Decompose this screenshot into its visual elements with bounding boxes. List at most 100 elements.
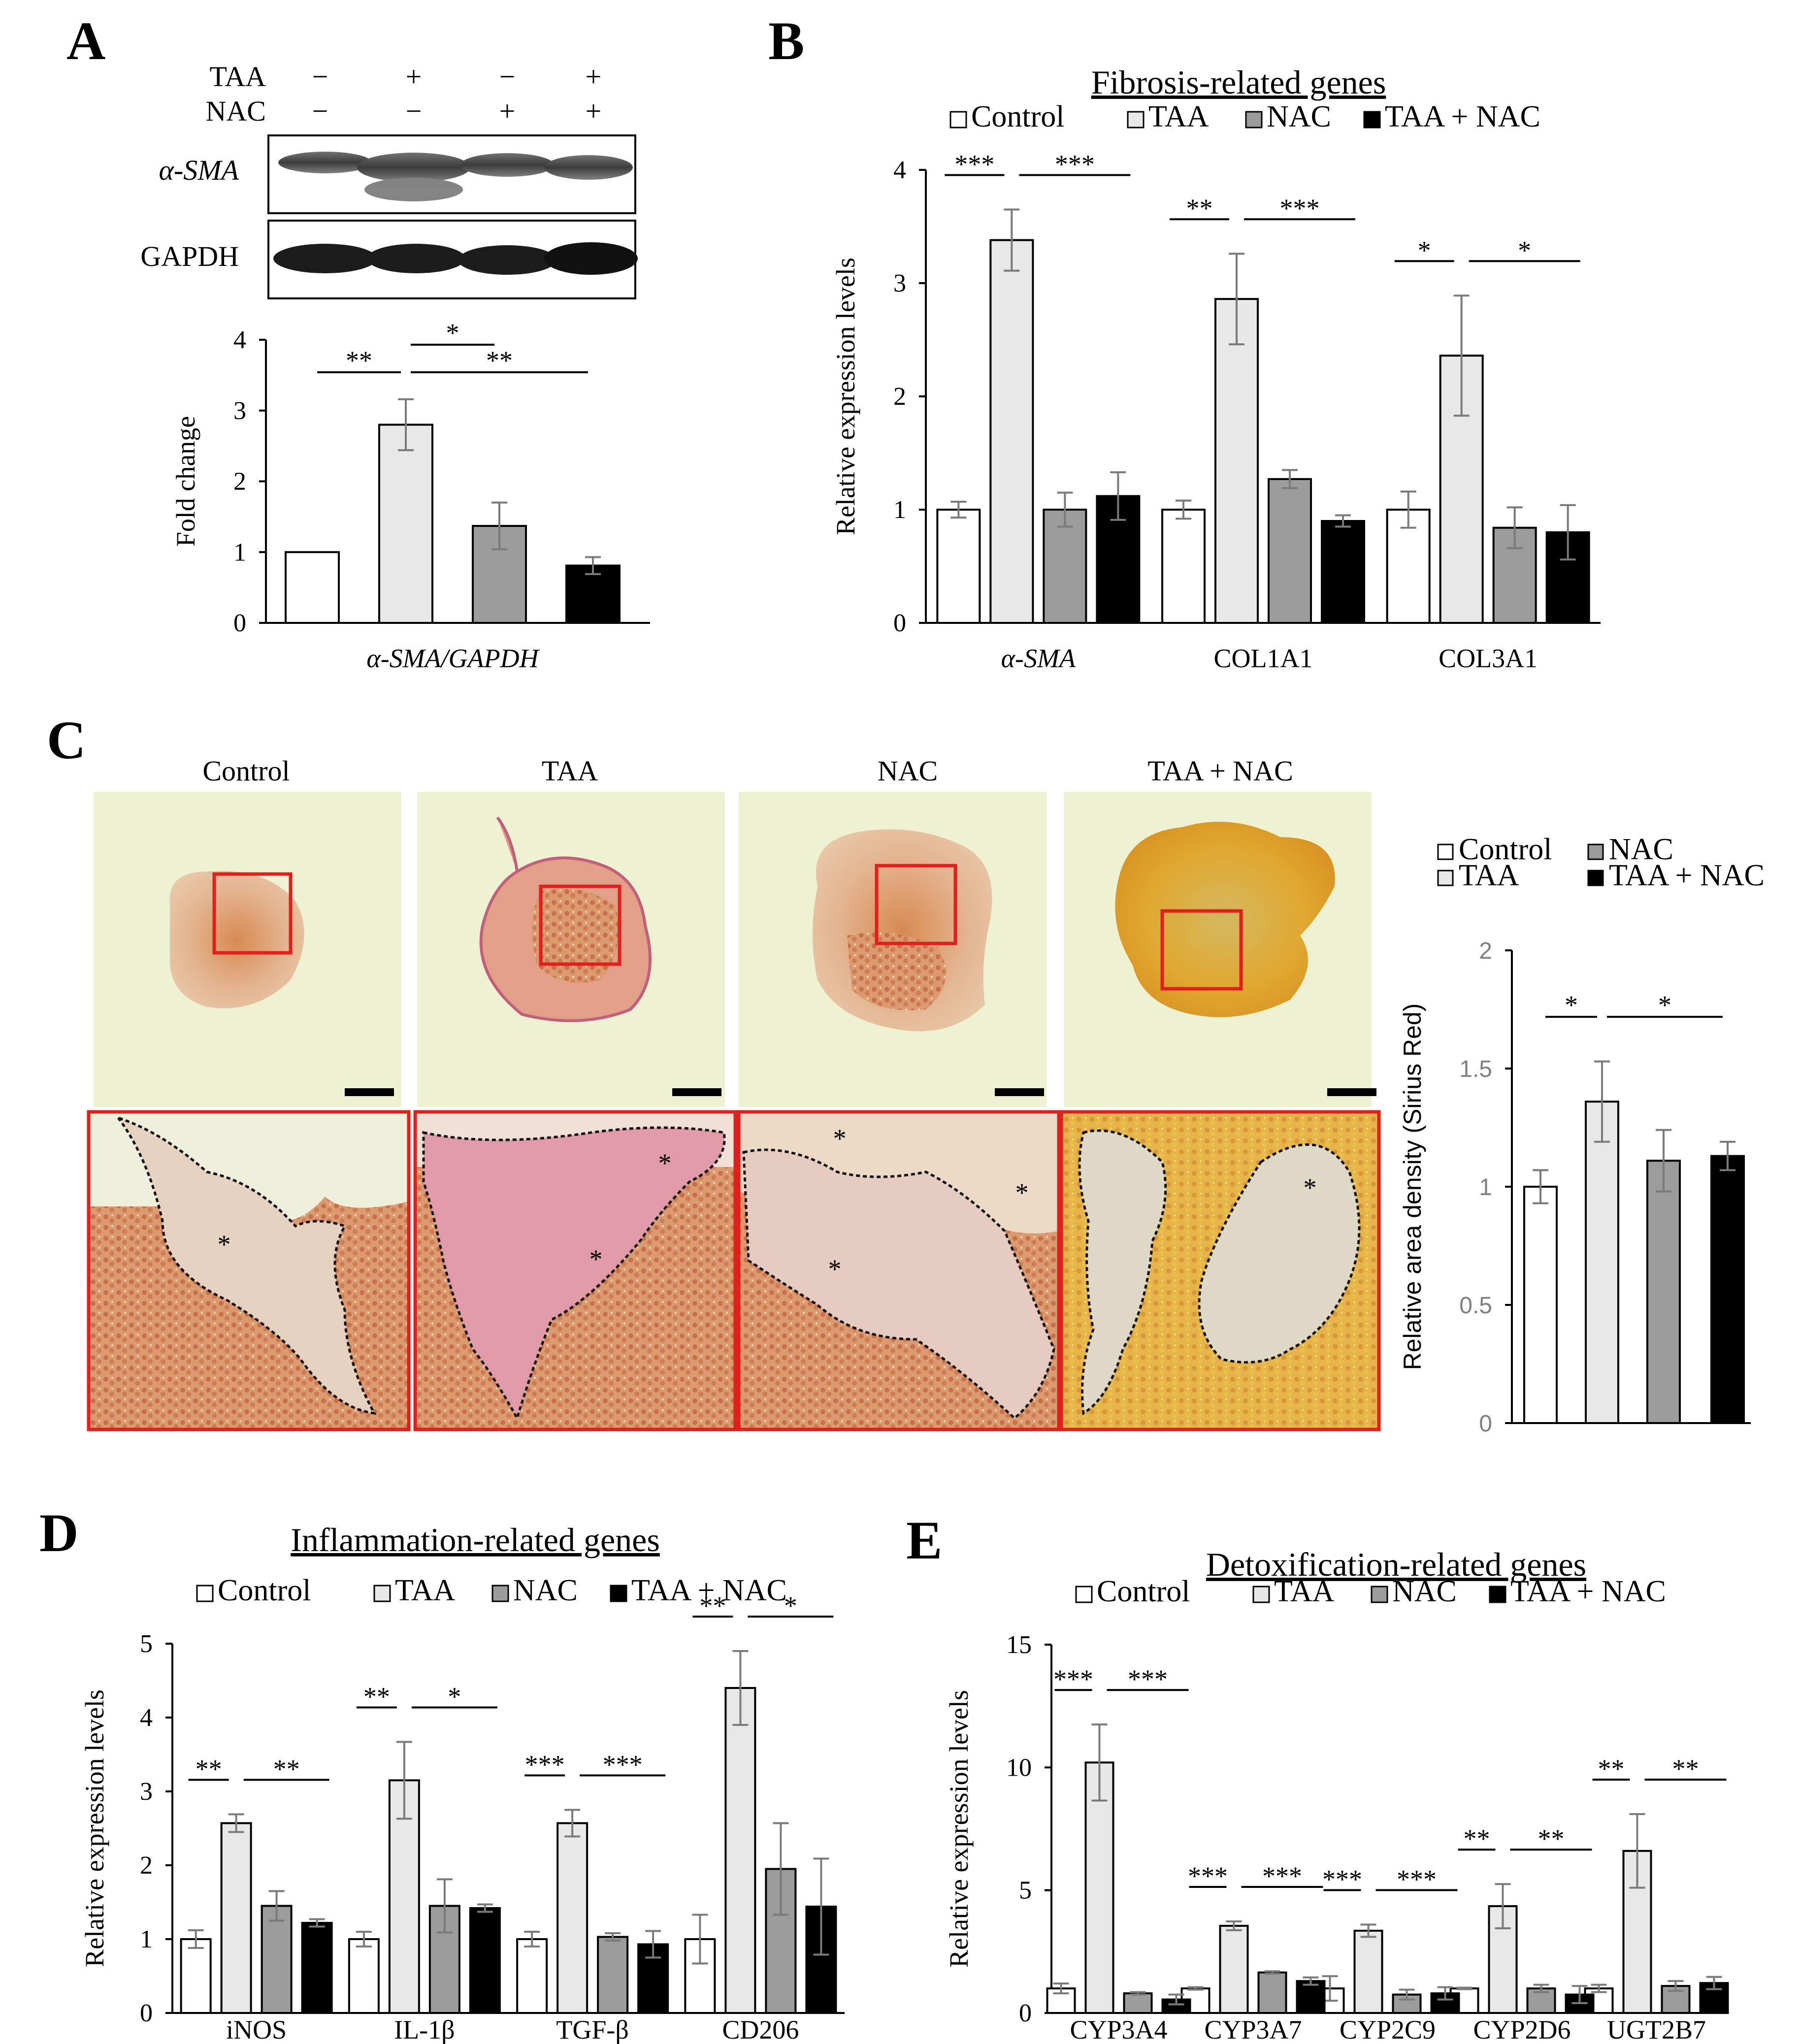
bar-taa-inos — [220, 1822, 252, 2014]
blot-sign-grid: − + − +− − + + — [312, 61, 602, 127]
y-tick-label: 5 — [1019, 1877, 1032, 1905]
fibrosis-star: * — [1304, 1173, 1317, 1202]
significance-label: ** — [1538, 1824, 1565, 1853]
y-tick-label: 4 — [140, 1704, 153, 1732]
x-category-label: COL3A1 — [1439, 644, 1538, 673]
y-axis-title: Relative area density (Sirius Red) — [1399, 1004, 1426, 1370]
overview-image-taa — [417, 792, 725, 1107]
bar-control-area-density — [1523, 1186, 1558, 1424]
bar-taa-nac-cyp2c9 — [1430, 1992, 1460, 2014]
legend-label-nac: NAC — [1392, 1575, 1457, 1608]
fibrosis-star: * — [828, 1254, 842, 1284]
y-tick-label: 0 — [140, 1999, 153, 2027]
bar-control-sma — [936, 509, 981, 624]
legend-swatch-taa-nac — [610, 1585, 627, 1602]
significance-label: ** — [196, 1754, 222, 1784]
panel-letter-b: B — [768, 11, 804, 71]
y-tick-label: 1 — [140, 1925, 153, 1953]
significance-label: *** — [603, 1750, 643, 1780]
y-axis-title: Fold change — [171, 416, 200, 547]
legend-swatch-nac — [1371, 1586, 1388, 1603]
significance-label: *** — [1280, 194, 1320, 223]
y-tick-label: 3 — [233, 397, 246, 425]
panel-letter-c: C — [47, 710, 86, 770]
chart-title: Inflammation-related genes — [291, 1521, 660, 1558]
significance-label: * — [1565, 990, 1578, 1020]
bar-taa-cyp3a7 — [1219, 1924, 1249, 2014]
legend-label-taa: TAA — [1274, 1575, 1335, 1608]
significance-label: * — [1518, 235, 1531, 265]
bar-taa-nac-area-density — [1710, 1155, 1745, 1425]
chart-d: 0 1 2 3 4 5 Relative expression levels Inflamma… — [80, 1521, 845, 2044]
blot-sign: − — [312, 95, 328, 127]
legend-label-taa-nac: TAA + NAC — [1510, 1575, 1666, 1608]
x-category-label: UGT2B7 — [1607, 2015, 1706, 2044]
fibrosis-star: * — [833, 1124, 847, 1153]
band-gapdh — [273, 242, 638, 275]
bar-taa-nac-il-1 — [469, 1907, 501, 2014]
bar-control-inos — [180, 1938, 212, 2014]
legend-swatch-nac — [491, 1585, 509, 1602]
legend-label-taa: TAA — [1148, 100, 1209, 133]
x-category-label: CYP3A7 — [1204, 2015, 1302, 2044]
western-blot: TAA NAC − + − +− − + + α-SMA GAPDH — [140, 61, 638, 299]
bar-nac-inos — [261, 1905, 293, 2014]
y-tick-label: 1 — [1479, 1174, 1492, 1200]
x-category-label: CYP2D6 — [1473, 2015, 1571, 2044]
legend-label-taa-nac: TAA + NAC — [1609, 859, 1765, 892]
legend-swatch-control — [1075, 1586, 1093, 1603]
y-tick-label: 0 — [233, 609, 246, 637]
overview-image-nac — [739, 792, 1047, 1107]
zoom-image-control — [87, 1110, 411, 1431]
legend-swatch-taa — [1437, 870, 1454, 886]
bar-nac-cyp3a7 — [1257, 1971, 1287, 2014]
legend-label-taa: TAA — [1459, 859, 1519, 892]
significance-label: ** — [1464, 1824, 1490, 1853]
significance-label: *** — [1397, 1864, 1437, 1894]
y-tick-label: 1 — [233, 538, 246, 566]
y-tick-label: 0 — [1479, 1411, 1492, 1437]
band-label-asma: α-SMA — [159, 154, 239, 186]
legend-c: Control NAC TAA TAA + NAC — [1437, 833, 1765, 892]
image-label-taa-nac: TAA + NAC — [1147, 755, 1293, 787]
legend-label-taa-nac: TAA + NAC — [1385, 100, 1540, 133]
significance-label: * — [1658, 990, 1671, 1020]
x-category-label: α-SMA — [1001, 644, 1076, 673]
y-tick-label: 2 — [140, 1851, 153, 1880]
significance-label: *** — [1262, 1861, 1302, 1891]
bar-taa-col1a1 — [1214, 298, 1259, 624]
legend-swatch-nac — [1245, 111, 1263, 129]
zoom-image-nac — [737, 1110, 1061, 1431]
fibrosis-star: * — [589, 1244, 603, 1274]
blot-sign: + — [406, 61, 422, 93]
chart-title: Detoxification-related genes — [1206, 1546, 1586, 1583]
significance-label: ** — [486, 346, 513, 375]
bar-taa-cd206 — [724, 1687, 756, 2014]
histology-panel: Control TAA NAC TAA + NAC — [87, 755, 1381, 1431]
bar-nac-area-density — [1646, 1160, 1681, 1424]
significance-label: *** — [954, 150, 994, 179]
blot-sign: + — [586, 95, 602, 127]
significance-label: *** — [1188, 1861, 1228, 1891]
chart-c: 0 0.5 1 1.5 2 Relative area density (Sirius R… — [1399, 938, 1751, 1437]
zoom-image-taa-nac — [1059, 1110, 1381, 1431]
y-tick-label: 4 — [893, 156, 906, 184]
band-label-gapdh: GAPDH — [140, 240, 239, 272]
y-tick-label: 3 — [140, 1778, 153, 1806]
blot-sign: + — [586, 61, 602, 93]
image-label-taa: TAA — [542, 755, 598, 787]
legend-swatch-control — [1437, 844, 1454, 860]
bar-taa-sma — [989, 239, 1034, 624]
significance-label: *** — [1055, 150, 1095, 179]
x-category-label: TGF-β — [556, 2015, 628, 2044]
blot-sign: − — [312, 61, 328, 93]
bar-control-col1a1 — [1161, 509, 1206, 624]
legend-swatch-control — [196, 1585, 214, 1602]
x-category-label: CD206 — [722, 2015, 799, 2044]
y-tick-label: 1.5 — [1459, 1056, 1492, 1082]
significance-label: ** — [273, 1754, 300, 1784]
bar-taa-tgf — [556, 1822, 589, 2014]
legend-label-nac: NAC — [1609, 833, 1673, 866]
significance-label: ** — [346, 346, 372, 375]
